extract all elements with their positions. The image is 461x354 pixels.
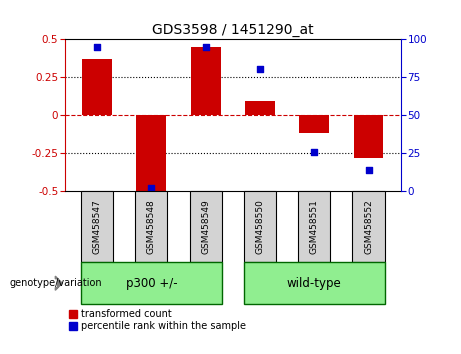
Bar xyxy=(353,191,384,262)
Bar xyxy=(136,191,167,262)
Bar xyxy=(244,191,276,262)
Bar xyxy=(82,59,112,115)
Text: genotype/variation: genotype/variation xyxy=(9,278,102,288)
Bar xyxy=(245,101,275,115)
Text: p300 +/-: p300 +/- xyxy=(125,277,177,290)
Text: wild-type: wild-type xyxy=(287,277,342,290)
Bar xyxy=(81,191,113,262)
Bar xyxy=(354,115,384,158)
Text: GSM458552: GSM458552 xyxy=(364,199,373,254)
Text: GSM458547: GSM458547 xyxy=(93,199,101,254)
Bar xyxy=(189,191,222,262)
Text: GSM458551: GSM458551 xyxy=(310,199,319,254)
Bar xyxy=(191,47,221,115)
Point xyxy=(202,44,209,49)
Point xyxy=(256,67,264,72)
Text: GSM458550: GSM458550 xyxy=(255,199,265,254)
Point xyxy=(365,167,372,173)
Bar xyxy=(299,115,329,133)
Bar xyxy=(136,115,166,191)
Text: GSM458549: GSM458549 xyxy=(201,199,210,254)
Bar xyxy=(244,262,384,304)
Point xyxy=(94,44,101,49)
Point xyxy=(148,185,155,191)
Legend: transformed count, percentile rank within the sample: transformed count, percentile rank withi… xyxy=(70,309,246,331)
Bar xyxy=(81,262,222,304)
Point xyxy=(311,149,318,154)
Text: GSM458548: GSM458548 xyxy=(147,199,156,254)
Title: GDS3598 / 1451290_at: GDS3598 / 1451290_at xyxy=(152,23,313,36)
Bar xyxy=(298,191,330,262)
